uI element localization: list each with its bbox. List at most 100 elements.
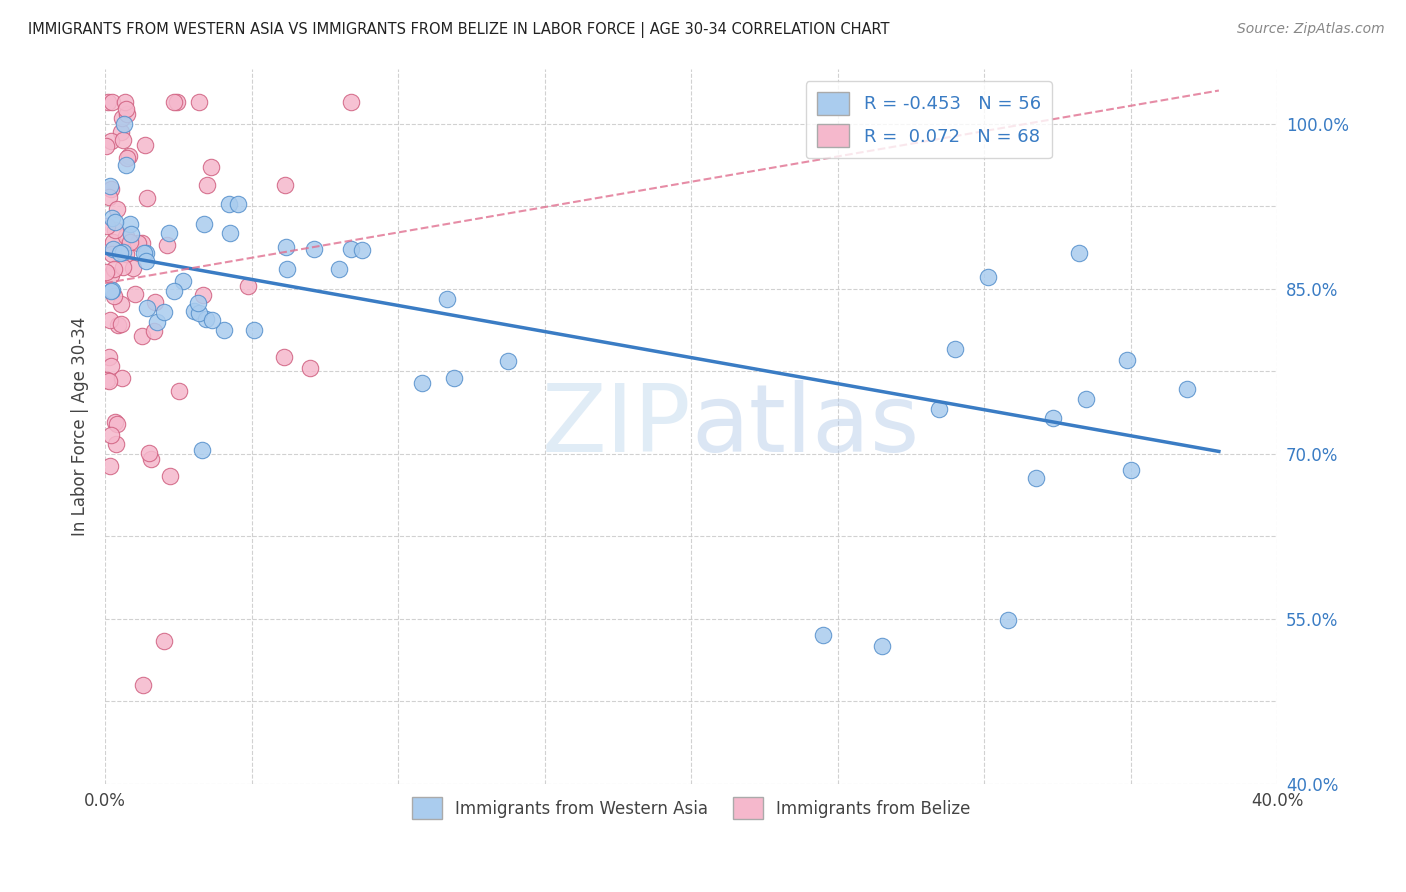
Point <box>101 235 124 249</box>
Point <box>411 376 433 390</box>
Y-axis label: In Labor Force | Age 30-34: In Labor Force | Age 30-34 <box>72 317 89 536</box>
Point <box>100 182 122 196</box>
Point <box>1175 382 1198 396</box>
Point <box>156 238 179 252</box>
Point <box>134 138 156 153</box>
Point <box>1115 353 1137 368</box>
Point <box>100 427 122 442</box>
Text: atlas: atlas <box>692 380 920 472</box>
Point <box>135 301 157 316</box>
Point <box>172 274 194 288</box>
Point <box>112 244 135 259</box>
Point <box>997 613 1019 627</box>
Point <box>183 304 205 318</box>
Point <box>103 261 125 276</box>
Point <box>94 139 117 153</box>
Point <box>167 384 190 398</box>
Text: ZIP: ZIP <box>541 380 692 472</box>
Point <box>111 111 134 125</box>
Point <box>115 151 138 165</box>
Point <box>115 103 138 117</box>
Point <box>105 202 128 216</box>
Point <box>134 246 156 260</box>
Point <box>108 246 131 260</box>
Point <box>273 350 295 364</box>
Point <box>138 445 160 459</box>
Point <box>188 306 211 320</box>
Point <box>274 178 297 193</box>
Point <box>226 196 249 211</box>
Point <box>139 451 162 466</box>
Point <box>110 317 132 331</box>
Point <box>153 633 176 648</box>
Point <box>112 116 135 130</box>
Point <box>98 350 121 364</box>
Point <box>191 442 214 457</box>
Point <box>200 160 222 174</box>
Point <box>143 295 166 310</box>
Point <box>131 329 153 343</box>
Point <box>195 178 218 192</box>
Point <box>157 226 180 240</box>
Point <box>1074 392 1097 407</box>
Point <box>163 285 186 299</box>
Point <box>436 293 458 307</box>
Point <box>193 217 215 231</box>
Point <box>496 353 519 368</box>
Point <box>153 305 176 319</box>
Point <box>115 246 138 260</box>
Point <box>124 287 146 301</box>
Point <box>97 95 120 109</box>
Point <box>96 373 118 387</box>
Point <box>104 415 127 429</box>
Point <box>100 285 122 299</box>
Point <box>340 242 363 256</box>
Point <box>98 179 121 194</box>
Point <box>1119 463 1142 477</box>
Point <box>96 219 118 233</box>
Point <box>100 359 122 374</box>
Point <box>104 214 127 228</box>
Point <box>163 95 186 109</box>
Point <box>159 469 181 483</box>
Point <box>350 243 373 257</box>
Point <box>110 297 132 311</box>
Point <box>1042 411 1064 425</box>
Point <box>100 135 122 149</box>
Point <box>191 288 214 302</box>
Point <box>127 235 149 250</box>
Point <box>977 269 1000 284</box>
Point <box>135 191 157 205</box>
Point <box>105 417 128 431</box>
Point <box>118 235 141 249</box>
Point <box>132 678 155 692</box>
Point <box>103 289 125 303</box>
Point <box>107 318 129 333</box>
Point <box>112 260 135 274</box>
Point <box>943 342 966 356</box>
Point <box>101 211 124 225</box>
Point <box>328 262 350 277</box>
Point <box>114 95 136 109</box>
Point <box>166 95 188 109</box>
Point <box>120 227 142 242</box>
Point <box>212 323 235 337</box>
Point <box>94 265 117 279</box>
Point <box>194 311 217 326</box>
Point <box>135 246 157 260</box>
Point <box>111 133 134 147</box>
Point <box>340 95 363 109</box>
Point <box>104 437 127 451</box>
Point <box>98 313 121 327</box>
Point <box>813 628 835 642</box>
Point <box>101 95 124 109</box>
Point <box>870 639 893 653</box>
Point <box>276 240 298 254</box>
Point <box>302 242 325 256</box>
Point <box>142 324 165 338</box>
Point <box>110 371 132 385</box>
Point <box>146 315 169 329</box>
Point <box>98 458 121 473</box>
Point <box>186 295 208 310</box>
Point <box>236 279 259 293</box>
